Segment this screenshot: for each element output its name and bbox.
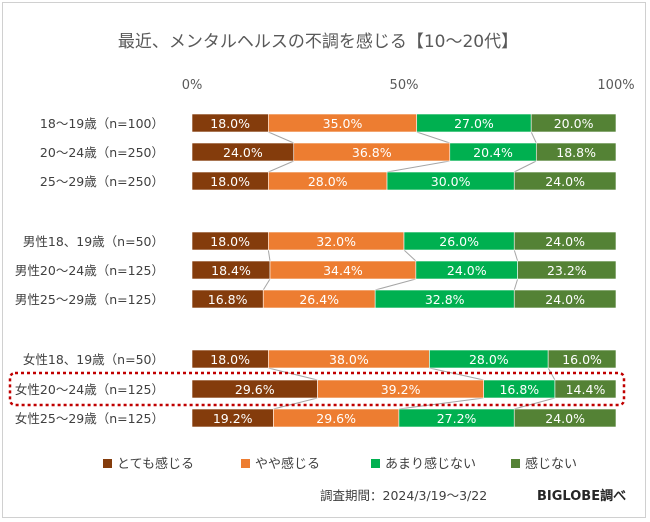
- series-connector-line: [268, 160, 294, 173]
- bar-segment: [513, 289, 617, 309]
- data-label: 38.0%: [329, 352, 369, 367]
- data-label: 16.8%: [499, 382, 539, 397]
- data-label: 29.6%: [235, 382, 275, 397]
- data-label: 24.0%: [545, 234, 585, 249]
- legend-swatch: [371, 459, 380, 468]
- series-connector-line: [416, 131, 450, 144]
- data-label: 18.8%: [556, 145, 596, 160]
- series-connector-line: [268, 131, 294, 144]
- data-label: 23.2%: [547, 263, 587, 278]
- data-label: 32.8%: [425, 292, 465, 307]
- category-label: 男性18、19歳（n=50）: [23, 234, 164, 249]
- category-label: 18～19歳（n=100）: [40, 116, 164, 131]
- category-label: 女性20～24歳（n=125）: [15, 382, 164, 397]
- chart-title: 最近、メンタルヘルスの不調を感じる【10～20代】: [118, 32, 518, 52]
- bar-segment: [513, 231, 617, 251]
- series-connector-line: [513, 249, 519, 262]
- category-label: 25～29歳（n=250）: [40, 174, 164, 189]
- bar-segment: [547, 349, 617, 369]
- category-label: 女性25～29歳（n=125）: [15, 411, 164, 426]
- data-label: 24.0%: [223, 145, 263, 160]
- data-label: 39.2%: [381, 382, 421, 397]
- data-label: 26.4%: [299, 292, 339, 307]
- bar-segment: [517, 260, 617, 280]
- category-label: 男性25～29歳（n=125）: [15, 292, 164, 307]
- series-connector-line: [262, 278, 271, 291]
- series-connector-line: [386, 160, 450, 173]
- legend-label: あまり感じない: [385, 456, 476, 472]
- source-credit: BIGLOBE調べ: [537, 488, 626, 504]
- data-label: 24.0%: [545, 411, 585, 426]
- series-connector-line: [398, 397, 484, 410]
- data-label: 24.0%: [545, 292, 585, 307]
- series-connector-line: [530, 131, 537, 144]
- legend-label: 感じない: [525, 456, 577, 472]
- axis-tick-label: 0%: [182, 78, 203, 93]
- data-label: 30.0%: [431, 174, 471, 189]
- legend-swatch: [103, 459, 112, 468]
- bar-segment: [535, 142, 617, 162]
- series-connector-line: [514, 397, 556, 410]
- data-label: 20.4%: [473, 145, 513, 160]
- data-label: 28.0%: [308, 174, 348, 189]
- chart-frame: [2, 2, 646, 518]
- series-connector-line: [514, 160, 537, 173]
- series-connector-line: [513, 278, 519, 291]
- data-label: 36.8%: [352, 145, 392, 160]
- data-label: 20.0%: [554, 116, 594, 131]
- axis-tick-label: 50%: [390, 78, 419, 93]
- axis-tick-label: 100%: [597, 78, 634, 93]
- bar-segment: [554, 379, 617, 399]
- data-label: 27.2%: [437, 411, 477, 426]
- legend-label: やや感じる: [255, 456, 320, 472]
- data-label: 24.0%: [545, 174, 585, 189]
- bar-segment: [513, 408, 617, 428]
- category-label: 女性18、19歳（n=50）: [23, 352, 164, 367]
- bar-segment: [530, 113, 617, 133]
- series-connector-line: [273, 397, 318, 410]
- category-label: 20～24歳（n=250）: [40, 145, 164, 160]
- data-label: 16.0%: [562, 352, 602, 367]
- data-label: 18.0%: [210, 352, 250, 367]
- legend-swatch: [241, 459, 250, 468]
- survey-period: 調査期間：2024/3/19～3/22: [320, 488, 487, 503]
- data-label: 19.2%: [213, 411, 253, 426]
- data-label: 34.4%: [323, 263, 363, 278]
- data-label: 18.0%: [210, 116, 250, 131]
- data-label: 26.0%: [439, 234, 479, 249]
- data-label: 18.0%: [210, 174, 250, 189]
- data-label: 18.4%: [211, 263, 251, 278]
- data-label: 18.0%: [210, 234, 250, 249]
- series-connector-line: [267, 249, 271, 262]
- series-connector-line: [429, 367, 484, 381]
- bar-segment: [513, 171, 617, 191]
- data-label: 14.4%: [566, 382, 606, 397]
- data-label: 32.0%: [316, 234, 356, 249]
- data-label: 24.0%: [447, 263, 487, 278]
- series-connector-line: [403, 249, 417, 262]
- legend-swatch: [511, 459, 520, 468]
- data-label: 16.8%: [208, 292, 248, 307]
- legend-label: とても感じる: [117, 456, 194, 472]
- data-label: 35.0%: [323, 116, 363, 131]
- series-connector-line: [375, 278, 417, 291]
- highlight-box: [8, 371, 626, 407]
- data-label: 28.0%: [469, 352, 509, 367]
- data-label: 29.6%: [316, 411, 356, 426]
- data-label: 27.0%: [454, 116, 494, 131]
- category-label: 男性20～24歳（n=125）: [15, 263, 164, 278]
